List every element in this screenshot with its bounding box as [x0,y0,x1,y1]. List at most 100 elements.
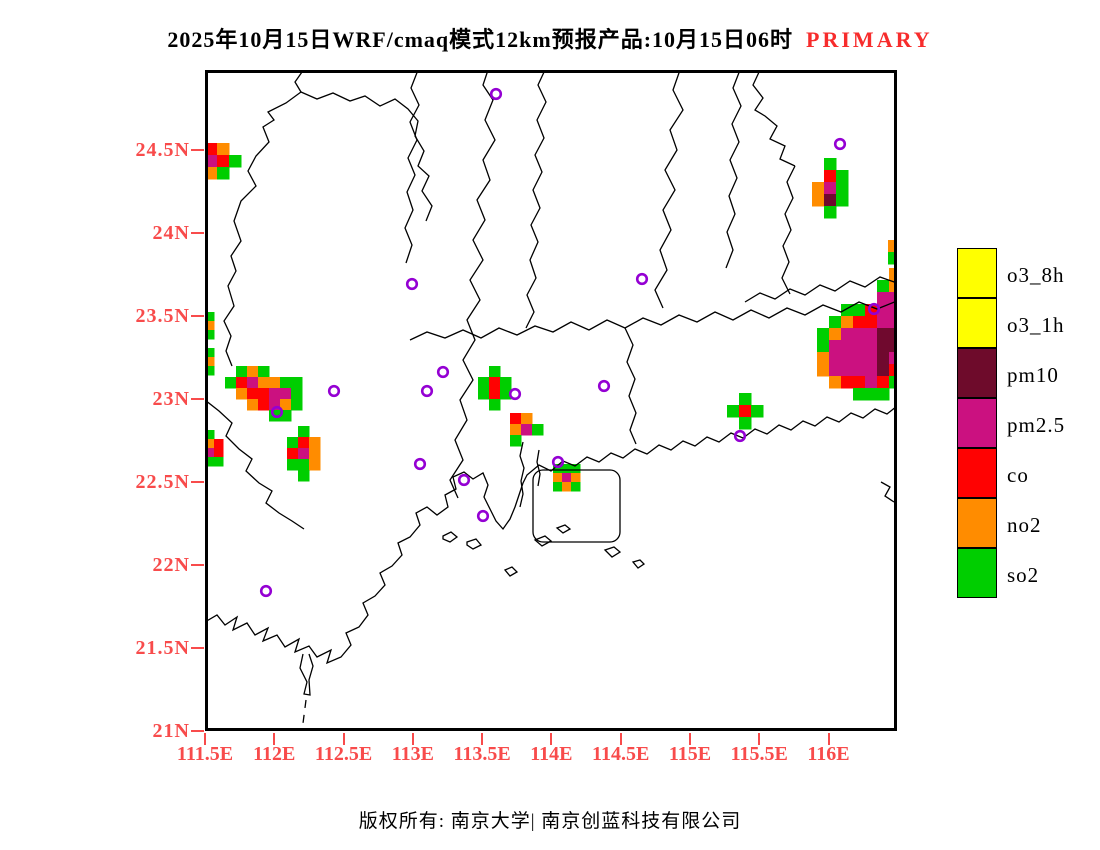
station-marker [476,509,490,523]
pollutant-grid-cell-so2 [888,252,897,265]
pollutant-grid-cell-pm2.5 [877,292,890,305]
pollutant-grid-cell-so2 [291,388,303,400]
pollutant-grid-cell-pm2.5 [562,473,572,483]
y-axis-label: 22N [152,554,190,576]
pollutant-grid-cell-co [214,439,224,449]
pollutant-grid-cell-so2 [205,348,215,358]
pollutant-grid-cell-pm2.5 [877,316,890,329]
pollutant-grid-cell-pm2.5 [865,328,878,341]
legend-item: co [957,448,1100,499]
pollutant-grid-cell-pm2.5 [298,448,310,460]
boundary-nw-2 [300,91,433,222]
y-axis-tick [191,315,204,317]
station-marker [867,302,881,316]
pollutant-grid-cell-pm2.5 [205,155,218,168]
pollutant-grid-cell-co [865,316,878,329]
legend-label: pm10 [1007,363,1059,387]
legend-label: o3_8h [1007,263,1065,287]
pollutant-grid-cell-pm2.5 [865,340,878,353]
pollutant-grid-cell-no2 [217,143,230,156]
pollutant-grid-cell-pm2.5 [841,352,854,365]
pollutant-grid-cell-so2 [205,330,215,340]
pollutant-grid-cell-so2 [817,328,830,341]
station-marker [733,429,747,443]
legend-label: no2 [1007,513,1042,537]
pollutant-grid-cell-pm2.5 [824,182,837,195]
coast-east-edge [880,481,895,503]
station-marker [508,387,522,401]
pollutant-grid-cell-so2 [214,457,224,467]
pollutant-grid-cell-so2 [836,170,849,183]
boundary-ne-2 [725,70,742,269]
station-marker [413,457,427,471]
pollutant-grid-cell-no2 [829,376,842,389]
legend-color-swatch [957,448,997,498]
pollutant-grid-cell-no2 [205,439,215,449]
y-axis-label: 21.5N [135,637,190,659]
station-marker [405,277,419,291]
pollutant-grid-cell-so2 [571,482,581,492]
pollutant-grid-cell-co [287,448,299,460]
x-axis-tick [481,733,484,745]
legend-color-swatch [957,398,997,448]
pollutant-grid-cell-pm2.5 [841,364,854,377]
legend-item: no2 [957,498,1100,549]
pollutant-grid-cell-so2 [739,417,752,430]
legend-color-swatch [957,548,997,598]
x-axis-label: 112.5E [314,743,373,765]
y-axis-tick [191,149,204,151]
pollutant-grid-cell-no2 [817,352,830,365]
pollutant-grid-cell-no2 [829,328,842,341]
station-marker [635,272,649,286]
boundary-c-1 [624,327,637,445]
station-marker [489,87,503,101]
legend-color-swatch [957,298,997,348]
map-frame [205,70,897,731]
pollutant-grid-cell-co [258,399,270,411]
pollutant-grid-cell-pm2.5 [829,352,842,365]
pollutant-grid-cell-pm2.5 [889,292,897,305]
pollutant-grid-cell-pm2.5 [269,399,281,411]
pollutant-grid-cell-co [853,316,866,329]
pollutant-grid-cell-no2 [812,194,825,207]
pollutant-grid-cell-so2 [205,366,215,376]
x-axis-label: 113E [391,743,434,765]
pollutant-grid-cell-co [298,437,310,449]
y-axis-tick [191,481,204,483]
pollutant-grid-cell-no2 [841,316,854,329]
pollutant-grid-cell-so2 [258,366,270,378]
pollutant-grid-cell-pm2.5 [889,352,897,365]
pollutant-grid-cell-so2 [836,194,849,207]
pollutant-grid-cell-so2 [877,280,890,293]
x-axis-tick [619,733,622,745]
x-axis-label: 115.5E [730,743,788,765]
boundary-nw-1 [223,71,303,367]
boundary-ew-long [409,300,897,341]
pollutant-grid-cell-so2 [727,405,740,418]
pollutant-grid-cell-so2 [298,459,310,471]
boundary-n-2 [449,70,496,499]
boundary-ne-5 [744,276,897,303]
pollutant-grid-cell-pm2.5 [205,448,215,458]
peninsula-outline [299,653,314,696]
boundary-sw-1 [205,399,305,530]
pollutant-grid-cell-co [247,388,259,400]
pollutant-grid-cell-pm2.5 [280,388,292,400]
y-axis-label: 24N [152,222,190,244]
pollutant-grid-cell-no2 [553,473,563,483]
pollutant-grid-cell-co [877,376,890,389]
pollutant-grid-cell-so2 [824,158,837,171]
y-axis-tick [191,730,204,732]
pollutant-grid-cell-pm2.5 [865,352,878,365]
pollutant-grid-cell-so2 [817,340,830,353]
copyright-footer: 版权所有: 南京大学| 南京创蓝科技有限公司 [358,811,742,832]
y-axis-label: 21N [152,720,190,742]
coastline [205,405,897,665]
pollutant-grid-cell-so2 [205,312,215,322]
x-axis-tick [342,733,345,745]
station-marker [420,384,434,398]
pollutant-grid-cell-pm2.5 [829,340,842,353]
pollutant-grid-cell-no2 [269,377,281,389]
pollutant-grid-cell-co [841,376,854,389]
pollutant-grid-cell-no2 [236,388,248,400]
